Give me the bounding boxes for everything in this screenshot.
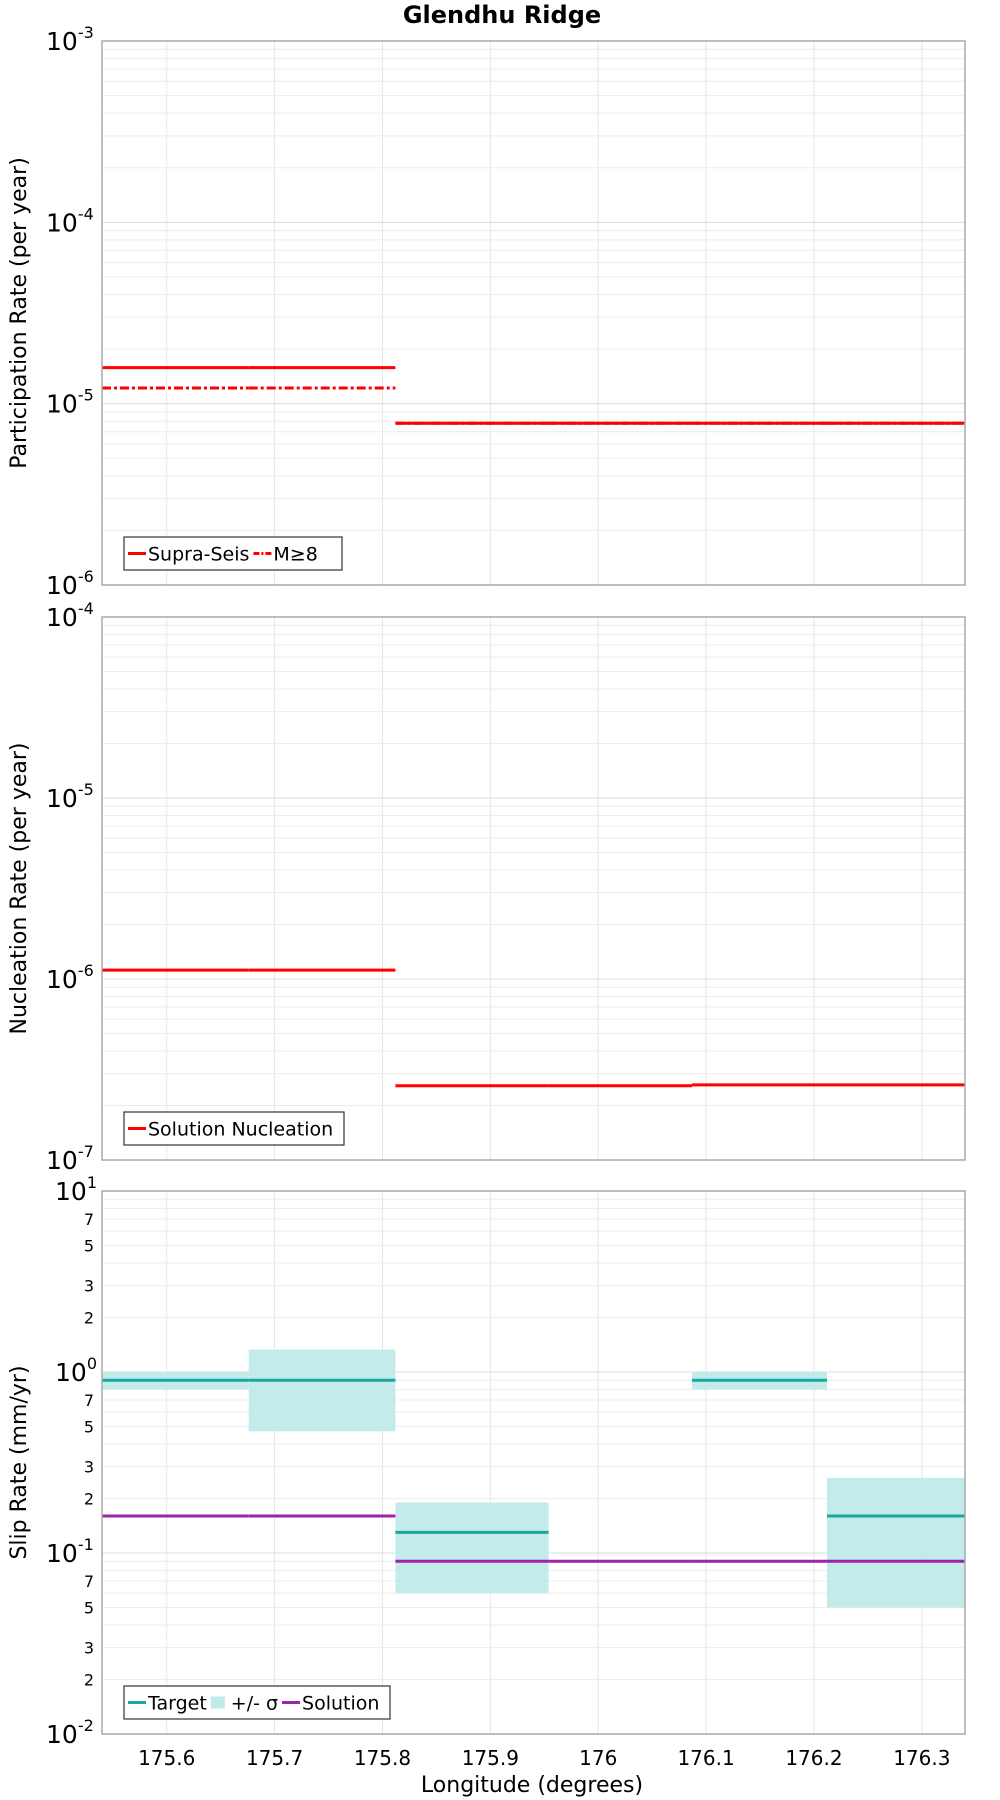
plot-frame bbox=[101, 40, 966, 586]
plot-area bbox=[102, 617, 965, 1160]
legend: Solution Nucleation bbox=[123, 1111, 345, 1146]
plot-frame bbox=[101, 1190, 966, 1735]
nucleation-rate-panel: 10-7 10-6 10-5 10-4 Nucleation Rate (per yea… bbox=[7, 599, 966, 1175]
y-axis-label: Participation Rate (per year) bbox=[7, 157, 32, 469]
legend-swatch bbox=[210, 1696, 225, 1709]
y-minor-tick-label: 7 bbox=[84, 1391, 94, 1410]
y-tick-label: 10-7 bbox=[46, 1142, 94, 1175]
y-tick-label: 10-3 bbox=[46, 23, 94, 56]
legend-box bbox=[123, 1685, 391, 1720]
y-minor-tick-label: 3 bbox=[84, 1277, 94, 1296]
sigma-band bbox=[826, 1477, 965, 1608]
y-tick-label: 10-2 bbox=[46, 1716, 94, 1749]
y-axis-label: Nucleation Rate (per year) bbox=[7, 743, 32, 1035]
y-axis-label: Slip Rate (mm/yr) bbox=[7, 1365, 32, 1559]
legend-label: Solution bbox=[302, 1693, 379, 1715]
x-tick-label: 175.9 bbox=[462, 1746, 519, 1770]
x-tick-label: 175.8 bbox=[354, 1746, 411, 1770]
y-tick-label: 10-4 bbox=[46, 599, 94, 632]
slip-rate-panel: 10-2 10-1 100 101 7 5 3 2 7 5 3 2 7 5 3 2 175.6 175.7 175.… bbox=[7, 1173, 966, 1770]
legend-label: +/- σ bbox=[231, 1693, 278, 1715]
plot-frame bbox=[101, 616, 966, 1161]
legend: Supra-Seis M≥8 bbox=[123, 536, 343, 571]
sigma-band bbox=[248, 1349, 396, 1432]
x-axis-label: Longitude (degrees) bbox=[421, 1773, 643, 1798]
y-minor-tick-label: 5 bbox=[84, 1236, 94, 1255]
x-tick-label: 175.7 bbox=[246, 1746, 303, 1770]
y-minor-tick-label: 5 bbox=[84, 1417, 94, 1436]
y-tick-label: 10-1 bbox=[46, 1535, 94, 1568]
participation-rate-panel: 10-6 10-5 10-4 10-3 Participation Rate (per … bbox=[7, 23, 966, 600]
legend-label: Solution Nucleation bbox=[148, 1119, 333, 1141]
plot-area bbox=[102, 1191, 965, 1734]
y-minor-tick-label: 7 bbox=[84, 1572, 94, 1591]
x-tick-label: 176.1 bbox=[677, 1746, 734, 1770]
y-minor-tick-label: 2 bbox=[84, 1490, 94, 1509]
plot-area bbox=[102, 41, 965, 585]
y-tick-label: 10-5 bbox=[46, 780, 94, 813]
legend-label: M≥8 bbox=[273, 544, 317, 566]
y-minor-tick-label: 7 bbox=[84, 1210, 94, 1229]
x-tick-label: 175.6 bbox=[138, 1746, 195, 1770]
y-tick-label: 10-5 bbox=[46, 386, 94, 419]
y-minor-tick-label: 2 bbox=[84, 1309, 94, 1328]
y-minor-tick-label: 2 bbox=[84, 1671, 94, 1690]
legend: Target +/- σ Solution bbox=[123, 1685, 391, 1720]
legend-label: Target bbox=[147, 1693, 207, 1715]
y-tick-label: 101 bbox=[55, 1173, 97, 1206]
sigma-band bbox=[395, 1502, 549, 1594]
x-tick-label: 176.3 bbox=[893, 1746, 950, 1770]
legend-box bbox=[123, 1111, 345, 1146]
y-minor-tick-label: 5 bbox=[84, 1598, 94, 1617]
x-tick-label: 176.2 bbox=[785, 1746, 842, 1770]
y-minor-tick-label: 3 bbox=[84, 1458, 94, 1477]
y-tick-label: 10-4 bbox=[46, 204, 94, 237]
chart-title: Glendhu Ridge bbox=[403, 1, 601, 29]
y-tick-label: 10-6 bbox=[46, 961, 94, 994]
legend-label: Supra-Seis bbox=[148, 544, 249, 566]
y-tick-label: 10-6 bbox=[46, 567, 94, 600]
y-minor-tick-label: 3 bbox=[84, 1639, 94, 1658]
legend-box bbox=[123, 536, 343, 571]
x-tick-label: 176 bbox=[579, 1746, 617, 1770]
y-tick-label: 100 bbox=[55, 1354, 97, 1387]
